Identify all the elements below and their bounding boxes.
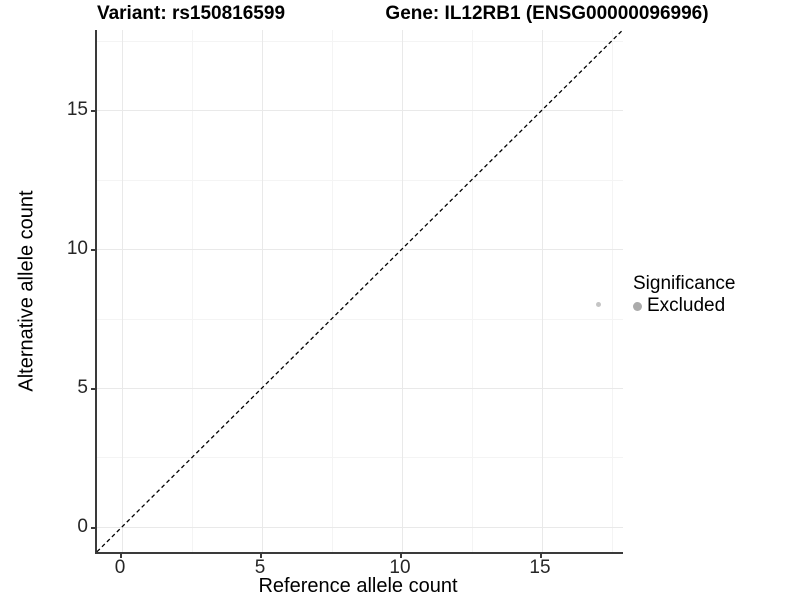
y-axis-tick [91,388,95,390]
y-axis-tick [91,249,95,251]
minor-gridline [332,30,333,552]
y-axis-title: Alternative allele count [15,190,38,392]
major-gridline [122,30,123,552]
legend-item-label: Excluded [647,295,726,316]
plot-title-gene: Gene: IL12RB1 (ENSG00000096996) [385,3,709,24]
plot-panel [95,29,624,554]
y-axis-tick [91,527,95,529]
minor-gridline [97,41,623,42]
x-axis-tick-label: 5 [254,557,266,578]
major-gridline [97,527,623,528]
y-axis-tick-label: 15 [66,99,88,120]
data-point [595,302,601,308]
minor-gridline [97,319,623,320]
minor-gridline [472,30,473,552]
x-axis-tick [260,554,262,558]
major-gridline [97,249,623,250]
identity-line [96,29,624,553]
y-axis-tick-label: 5 [77,377,88,398]
x-axis-tick [120,554,122,558]
major-gridline [262,30,263,552]
legend-title: Significance [633,273,736,294]
legend: Significance Excluded [633,274,735,317]
x-axis-tick-label: 15 [529,557,551,578]
legend-key-dot-icon [633,301,642,311]
x-axis-title: Reference allele count [258,575,458,597]
y-axis-tick [91,110,95,112]
y-axis-tick-label: 0 [77,516,88,537]
x-axis-tick [400,554,402,558]
minor-gridline [97,180,623,181]
minor-gridline [612,30,613,552]
major-gridline [402,30,403,552]
x-axis-tick [540,554,542,558]
y-axis-tick-label: 10 [66,238,88,259]
major-gridline [97,388,623,389]
x-axis-tick-label: 0 [114,557,126,578]
major-gridline [97,110,623,111]
x-axis-tick-label: 10 [389,557,411,578]
major-gridline [542,30,543,552]
minor-gridline [192,30,193,552]
legend-item-excluded: Excluded [633,295,735,317]
plot-title-variant: Variant: rs150816599 [96,3,286,24]
minor-gridline [97,457,623,458]
